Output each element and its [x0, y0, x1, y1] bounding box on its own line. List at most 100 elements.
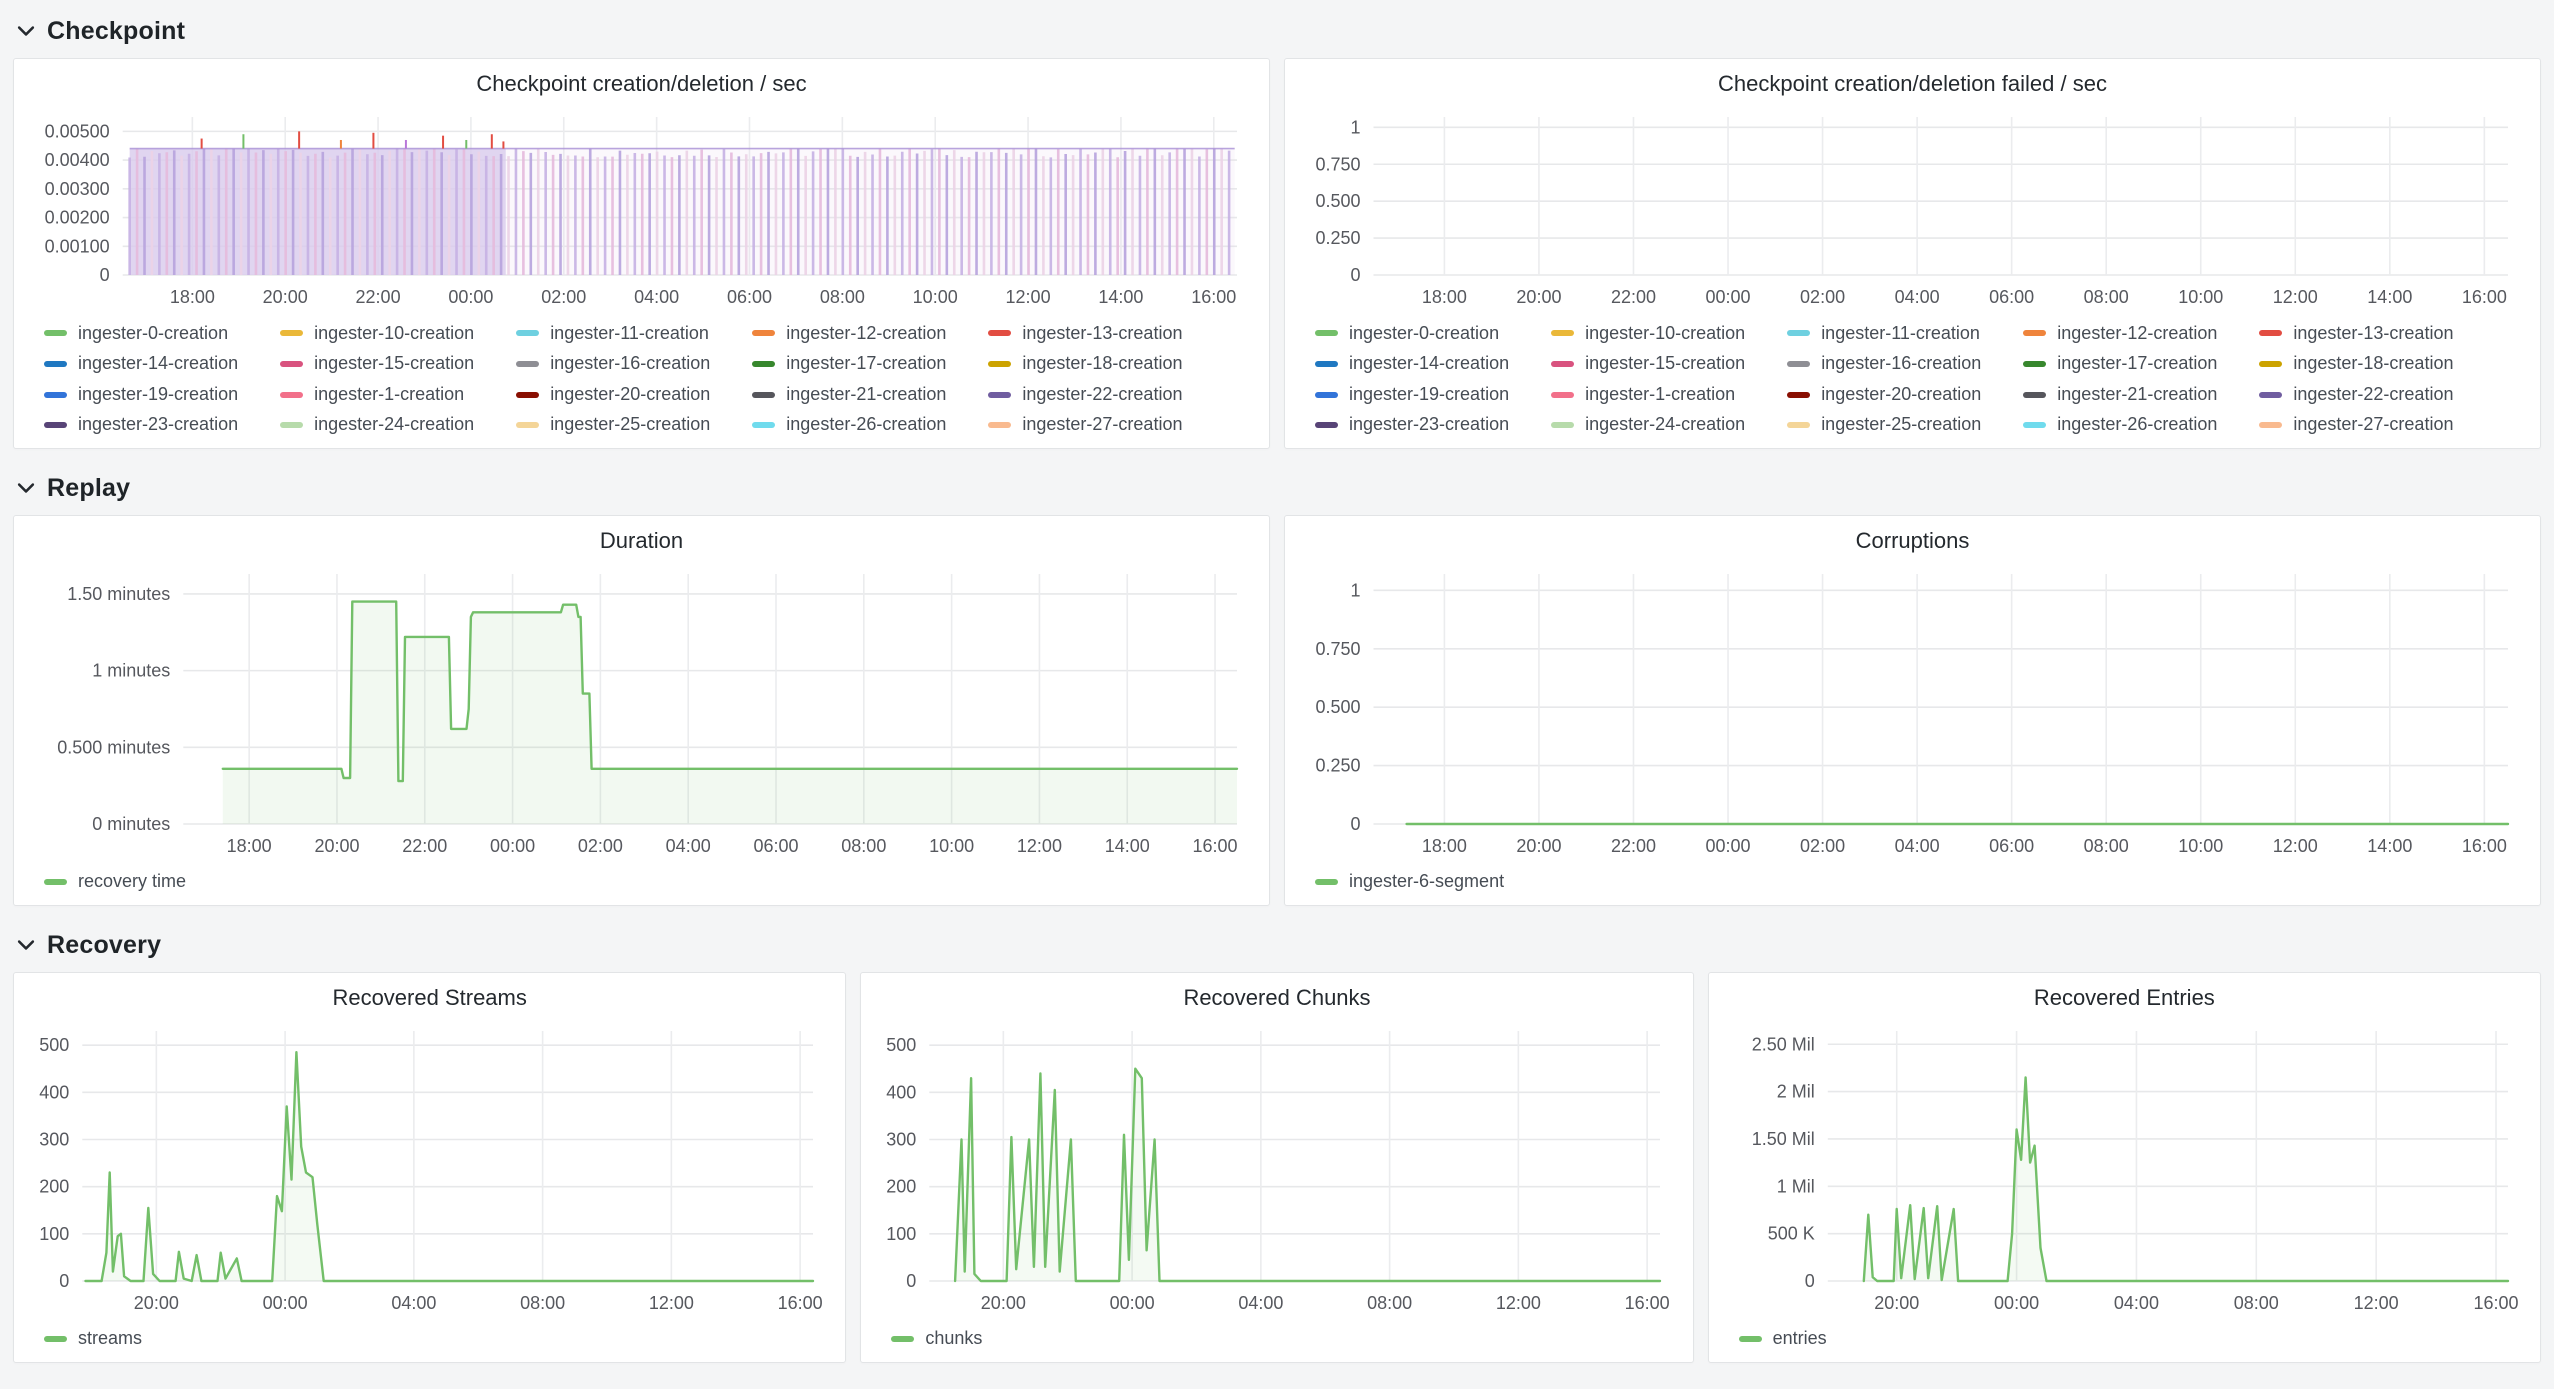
legend-item[interactable]: ingester-18-creation	[2259, 353, 2453, 375]
panel-title[interactable]: Recovered Chunks	[1183, 985, 1371, 1010]
legend-item[interactable]: ingester-10-creation	[1551, 323, 1745, 345]
legend-label: ingester-22-creation	[2293, 383, 2454, 404]
legend-item[interactable]: ingester-14-creation	[1315, 353, 1509, 375]
svg-text:22:00: 22:00	[402, 836, 447, 856]
panel-title[interactable]: Corruptions	[1855, 528, 1970, 553]
legend-item[interactable]: ingester-16-creation	[1787, 353, 1981, 375]
legend-item[interactable]: ingester-17-creation	[2023, 353, 2217, 375]
legend-label: ingester-10-creation	[1585, 322, 1746, 343]
svg-text:04:00: 04:00	[1239, 1293, 1284, 1313]
legend-item[interactable]: ingester-26-creation	[2023, 414, 2217, 436]
recovered-streams-chart[interactable]: 0 100 200 300 400 500 20:00 00:00 04:00 08:00 12:0…	[28, 1015, 831, 1321]
legend-item[interactable]: ingester-20-creation	[1787, 384, 1981, 406]
series-color-swatch	[752, 422, 776, 429]
legend-label: ingester-20-creation	[550, 383, 711, 404]
legend-item[interactable]: ingester-1-creation	[1551, 384, 1745, 406]
series-color-swatch	[1315, 330, 1338, 337]
legend-item[interactable]: ingester-20-creation	[516, 384, 710, 406]
legend-label: ingester-17-creation	[2057, 353, 2218, 374]
panel-title[interactable]: Recovered Entries	[2033, 985, 2215, 1010]
legend-label: streams	[78, 1328, 143, 1349]
legend-item[interactable]: ingester-13-creation	[2259, 323, 2453, 345]
svg-text:400: 400	[39, 1082, 69, 1102]
legend-item[interactable]: recovery time	[44, 871, 186, 893]
recovered-chunks-chart[interactable]: 0 100 200 300 400 500 20:00 00:00 04:00 08:00 12:0…	[875, 1015, 1678, 1321]
legend-item[interactable]: ingester-15-creation	[280, 353, 474, 375]
legend-item[interactable]: ingester-13-creation	[988, 323, 1182, 345]
series-color-swatch	[1551, 422, 1575, 429]
legend-item[interactable]: ingester-10-creation	[280, 323, 474, 345]
svg-text:22:00: 22:00	[1611, 836, 1656, 856]
legend-item[interactable]: ingester-22-creation	[2259, 384, 2453, 406]
series-color-swatch	[1551, 361, 1575, 368]
panel-title[interactable]: Duration	[599, 528, 684, 553]
svg-text:20:00: 20:00	[134, 1293, 179, 1313]
series-color-swatch	[2259, 422, 2283, 429]
chart-svg: 0 100 200 300 400 500 20:00 00:00 04:00 08:00 12:0…	[39, 1030, 823, 1313]
row-header-recovery[interactable]: Recovery	[15, 922, 2541, 968]
legend-item[interactable]: ingester-21-creation	[2023, 384, 2217, 406]
panel-checkpoint-rate: Checkpoint creation/deletion / sec 0 0.00…	[13, 58, 1270, 449]
legend-item[interactable]: ingester-0-creation	[44, 323, 238, 345]
svg-text:08:00: 08:00	[2084, 287, 2129, 307]
legend-item[interactable]: ingester-24-creation	[280, 414, 474, 436]
legend-item[interactable]: ingester-21-creation	[752, 384, 946, 406]
svg-text:10:00: 10:00	[913, 287, 958, 307]
svg-text:100: 100	[887, 1224, 917, 1244]
legend-item[interactable]: ingester-12-creation	[752, 323, 946, 345]
legend-item[interactable]: ingester-11-creation	[516, 323, 710, 345]
legend-item[interactable]: ingester-22-creation	[988, 384, 1182, 406]
legend-item[interactable]: ingester-12-creation	[2023, 323, 2217, 345]
legend-label: ingester-24-creation	[314, 414, 475, 435]
legend-item[interactable]: ingester-26-creation	[752, 414, 946, 436]
svg-text:06:00: 06:00	[727, 287, 772, 307]
series-color-swatch	[516, 330, 540, 337]
recovered-chunks-legend: chunks	[875, 1328, 1678, 1350]
panel-title[interactable]: Checkpoint creation/deletion / sec	[476, 71, 807, 96]
recovered-entries-chart[interactable]: 0 500 K 1 Mil 1.50 Mil 2 Mil 2.50 Mil 20:00 00:…	[1723, 1015, 2526, 1321]
legend-item[interactable]: ingester-11-creation	[1787, 323, 1981, 345]
legend-item[interactable]: ingester-16-creation	[516, 353, 710, 375]
panel-title[interactable]: Checkpoint creation/deletion failed / se…	[1718, 71, 2107, 96]
legend-label: ingester-23-creation	[1349, 414, 1510, 435]
panel-corruptions: Corruptions 0 0.250 0.500 0.750 1 18:00 20:00 2…	[1284, 515, 2541, 906]
duration-chart[interactable]: 0 minutes 0.500 minutes 1 minutes 1.50 minu…	[28, 558, 1255, 864]
panel-title[interactable]: Recovered Streams	[332, 985, 527, 1010]
legend-item[interactable]: chunks	[891, 1328, 982, 1350]
legend-item[interactable]: ingester-25-creation	[516, 414, 710, 436]
legend-label: chunks	[925, 1328, 983, 1349]
checkpoint-failed-chart[interactable]: 0 0.250 0.500 0.750 1 18:00 20:00 22:00 00:00 02:…	[1299, 101, 2526, 315]
legend-item[interactable]: ingester-15-creation	[1551, 353, 1745, 375]
legend-item[interactable]: ingester-0-creation	[1315, 323, 1509, 345]
legend-item[interactable]: ingester-24-creation	[1551, 414, 1745, 436]
series-color-swatch	[280, 391, 304, 398]
legend-item[interactable]: ingester-19-creation	[1315, 384, 1509, 406]
series-color-swatch	[44, 1336, 67, 1343]
legend-item[interactable]: ingester-27-creation	[2259, 414, 2453, 436]
replay-panels: Duration 0 minutes 0.500 minutes 1 minutes…	[13, 515, 2541, 906]
panel-duration: Duration 0 minutes 0.500 minutes 1 minutes…	[13, 515, 1270, 906]
row-header-checkpoint[interactable]: Checkpoint	[15, 8, 2541, 54]
legend-item[interactable]: ingester-1-creation	[280, 384, 474, 406]
svg-text:04:00: 04:00	[634, 287, 679, 307]
legend-label: ingester-22-creation	[1022, 383, 1183, 404]
row-header-replay[interactable]: Replay	[15, 465, 2541, 511]
checkpoint-rate-chart[interactable]: 0 0.00100 0.00200 0.00300 0.00400 0.00500 18:0…	[28, 101, 1255, 315]
legend-item[interactable]: ingester-23-creation	[1315, 414, 1509, 436]
legend-item[interactable]: ingester-25-creation	[1787, 414, 1981, 436]
legend-item[interactable]: entries	[1738, 1328, 1827, 1350]
corruptions-legend: ingester-6-segment	[1299, 871, 2526, 893]
row-title: Replay	[47, 473, 131, 502]
svg-text:18:00: 18:00	[170, 287, 215, 307]
svg-text:02:00: 02:00	[1800, 836, 1845, 856]
legend-item[interactable]: ingester-17-creation	[752, 353, 946, 375]
svg-text:00:00: 00:00	[1706, 287, 1751, 307]
legend-item[interactable]: ingester-19-creation	[44, 384, 238, 406]
legend-item[interactable]: ingester-18-creation	[988, 353, 1182, 375]
legend-item[interactable]: ingester-14-creation	[44, 353, 238, 375]
legend-item[interactable]: streams	[44, 1328, 142, 1350]
legend-item[interactable]: ingester-23-creation	[44, 414, 238, 436]
corruptions-chart[interactable]: 0 0.250 0.500 0.750 1 18:00 20:00 22:00 00:00 02:…	[1299, 558, 2526, 864]
legend-item[interactable]: ingester-27-creation	[988, 414, 1182, 436]
legend-item[interactable]: ingester-6-segment	[1315, 871, 1504, 893]
